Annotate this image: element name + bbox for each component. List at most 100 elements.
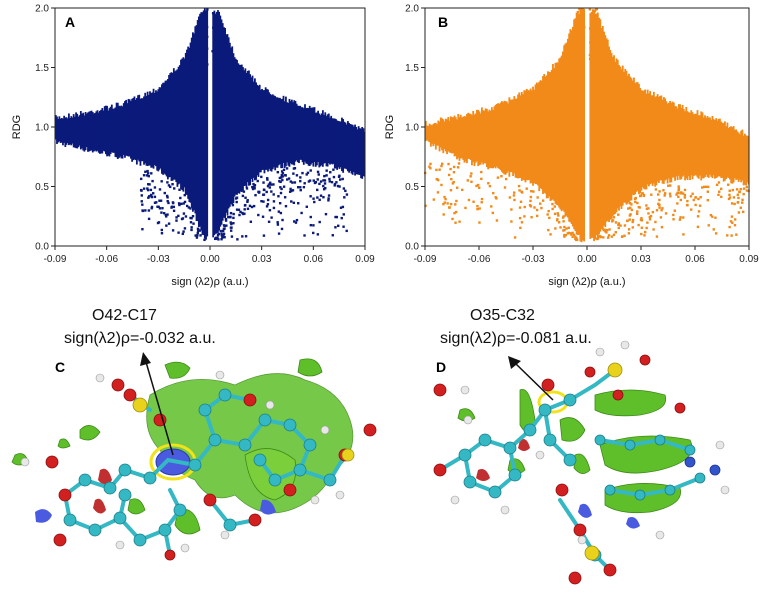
scatter-band-strip — [196, 20, 199, 222]
scatter-band-strip — [214, 13, 217, 234]
scatter-point — [519, 200, 523, 203]
scatter-point — [523, 215, 526, 218]
scatter-band-strip — [434, 122, 437, 150]
scatter-band-strip — [684, 111, 686, 181]
scatter-band-strip — [670, 102, 673, 183]
scatter-band-strip — [743, 133, 746, 185]
scatter-band-strip — [250, 77, 253, 179]
scatter-band-strip — [667, 102, 670, 179]
scatter-point — [590, 54, 594, 57]
scatter-band-strip — [657, 96, 660, 183]
scatter-point — [529, 195, 533, 199]
scatter-band-strip — [347, 121, 349, 172]
scatter-point — [166, 199, 169, 203]
scatter-point — [520, 191, 524, 194]
scatter-point — [327, 197, 330, 200]
annotation-arrowhead-c — [140, 352, 151, 366]
scatter-band-strip — [638, 83, 640, 195]
scatter-band-strip — [302, 108, 305, 165]
scatter-band-strip — [330, 115, 333, 164]
scatter-band-strip — [533, 89, 536, 183]
scatter-point — [212, 69, 216, 73]
scatter-point — [718, 190, 721, 193]
scatter-point — [199, 234, 202, 237]
scatter-band-strip — [212, 12, 215, 238]
scatter-band-strip — [215, 11, 218, 234]
scatter-band-strip — [615, 58, 618, 213]
x-tick-label: -0.09 — [414, 254, 437, 265]
scatter-band-strip — [463, 116, 466, 163]
scatter-point — [698, 204, 702, 207]
scatter-band-strip — [138, 94, 141, 162]
scatter-point — [251, 185, 254, 189]
scatter-point — [518, 216, 522, 220]
scatter-band-strip — [64, 117, 67, 147]
scatter-point — [696, 225, 700, 229]
scatter-point — [319, 194, 323, 197]
scatter-point — [175, 216, 178, 219]
scatter-point — [200, 23, 204, 27]
scatter-point — [268, 186, 272, 189]
scatter-point — [567, 226, 570, 230]
scatter-point — [229, 229, 233, 232]
scatter-band-strip — [730, 126, 733, 184]
scatter-band-strip — [613, 55, 615, 215]
scatter-band-strip — [675, 106, 678, 177]
scatter-point — [306, 171, 310, 175]
scatter-point — [520, 221, 524, 224]
panel-letter-c: C — [55, 359, 65, 375]
scatter-point — [706, 185, 710, 189]
scatter-point — [253, 185, 256, 188]
scatter-point — [216, 65, 220, 68]
scatter-point — [177, 214, 180, 218]
scatter-point — [146, 187, 149, 190]
scatter-point — [281, 175, 284, 178]
scatter-point — [166, 196, 169, 199]
scatter-band-strip — [652, 91, 655, 184]
scatter-band-strip — [482, 110, 485, 165]
scatter-point — [278, 202, 282, 205]
scatter-point — [440, 162, 444, 165]
scatter-point — [266, 178, 269, 181]
scatter-point — [577, 22, 580, 25]
scatter-point — [714, 232, 718, 235]
axis-ticks-b: -0.09 -0.06 -0.03 0.00 0.03 0.06 0.09 0.0 0.5 1.0… — [405, 4, 759, 266]
scatter-point — [540, 206, 543, 210]
scatter-point — [451, 182, 455, 185]
scatter-point — [283, 196, 287, 199]
scatter-point — [546, 213, 549, 216]
scatter-point — [533, 206, 536, 209]
scatter-point — [603, 228, 606, 231]
scatter-point — [333, 184, 336, 187]
scatter-point — [197, 229, 200, 233]
scatter-point — [280, 173, 284, 177]
scatter-point — [161, 206, 164, 210]
x-tick-label: 0.03 — [252, 254, 272, 265]
scatter-point — [289, 187, 292, 191]
scatter-point — [525, 187, 528, 190]
scatter-point — [577, 64, 580, 68]
scatter-point — [158, 199, 161, 202]
scatter-band-strip — [507, 103, 510, 172]
scatter-point — [182, 212, 186, 215]
scatter-point — [214, 42, 217, 46]
scatter-band-strip — [59, 118, 62, 143]
scatter-point — [284, 204, 288, 208]
scatter-band-strip — [571, 26, 574, 227]
scatter-band-strip — [692, 114, 695, 177]
scatter-band-strip — [344, 122, 347, 169]
scatter-point — [636, 210, 639, 213]
scatter-point — [535, 208, 539, 212]
scatter-point — [455, 186, 459, 189]
scatter-point — [648, 218, 652, 221]
scatter-point — [162, 212, 166, 215]
scatter-band-strip — [485, 108, 488, 168]
scatter-point — [429, 162, 432, 166]
scatter-point — [280, 227, 284, 231]
scatter-point — [191, 215, 195, 218]
scatter-band-strip — [236, 59, 238, 195]
scatter-point — [147, 196, 150, 199]
scatter-point — [591, 51, 594, 55]
scatter-point — [266, 198, 270, 202]
scatter-point — [288, 190, 292, 193]
